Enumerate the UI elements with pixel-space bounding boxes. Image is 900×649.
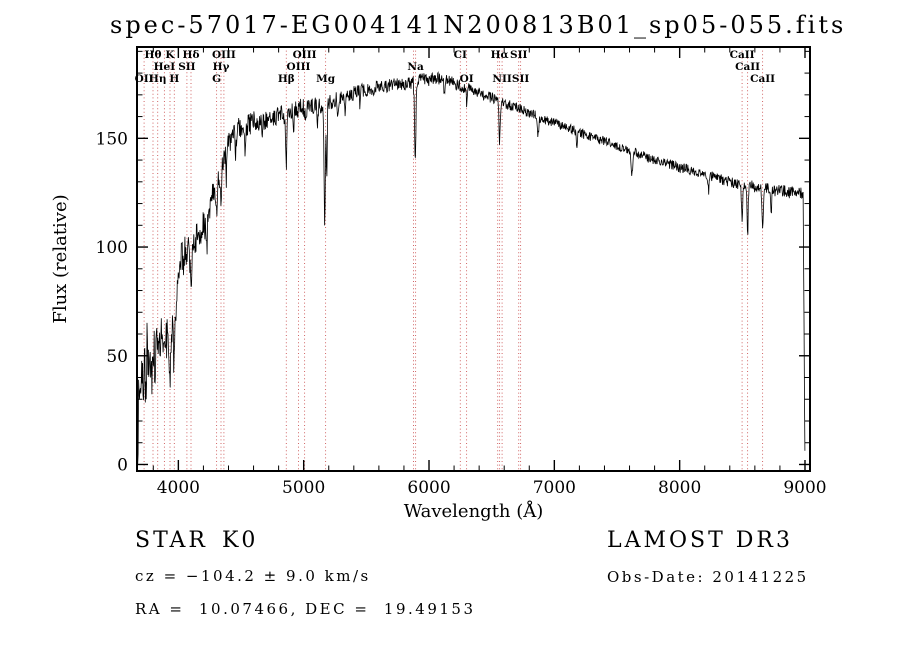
spectral-line-label: OI [460,73,474,85]
x-tick-label: 6000 [407,478,450,498]
spectral-line-label: CaII [735,61,760,73]
x-tick-label: 9000 [783,478,826,498]
spectral-line-label: OII [135,73,154,85]
spectral-line-label: G [212,73,221,85]
object-subclass-label: K0 [222,528,259,553]
spectral-line-label: CI [454,49,467,61]
spectral-line-label: CaII [750,73,775,85]
spectral-line-label: Hδ [183,49,200,61]
spectral-line-label: K [165,49,175,61]
spectral-line-label: CaII [730,49,755,61]
spectral-line-label: Hβ [278,73,295,85]
spectral-line-label: H [169,73,179,85]
spectral-line-label: Na [407,61,424,73]
cz-value: cz = −104.2 ± 9.0 km/s [135,567,371,585]
spectral-line-label: SII [512,73,529,85]
x-tick-label: 7000 [533,478,576,498]
spectral-line-label: OIII [287,61,311,73]
spectrum-line [136,71,806,464]
spectral-line-label: OIII [212,49,236,61]
y-tick-label: 100 [96,238,128,258]
page-title: spec-57017-EG004141N200813B01_sp05-055.f… [110,11,847,39]
obs-date-value: Obs-Date: 20141225 [607,568,809,586]
y-axis-title: Flux (relative) [50,194,71,323]
x-tick-label: 5000 [282,478,325,498]
spectral-line-label: HeI [154,61,176,73]
survey-label: LAMOST DR3 [607,528,793,553]
spectral-line-label: SII [178,61,195,73]
x-axis-title: Wavelength (Å) [404,500,544,522]
spectral-line-label: Hθ [145,49,162,61]
y-tick-label: 150 [96,129,128,149]
y-tick-label: 50 [106,347,128,367]
x-tick-label: 4000 [157,478,200,498]
spectral-line-label: Mg [316,73,336,85]
spectral-line-label: Hη [149,73,167,85]
spectral-line-label: Hα [491,49,509,61]
x-tick-label: 8000 [658,478,701,498]
spectral-line-label: SII [510,49,527,61]
spectral-line-label: OIII [293,49,317,61]
spectral-line-label: Hγ [213,61,230,73]
spectral-line-label: NII [492,73,512,85]
ra-dec-value: RA = 10.07466, DEC = 19.49153 [135,600,476,618]
plot-frame [136,46,811,472]
object-class-label: STAR [135,528,208,553]
y-tick-label: 0 [117,455,128,475]
